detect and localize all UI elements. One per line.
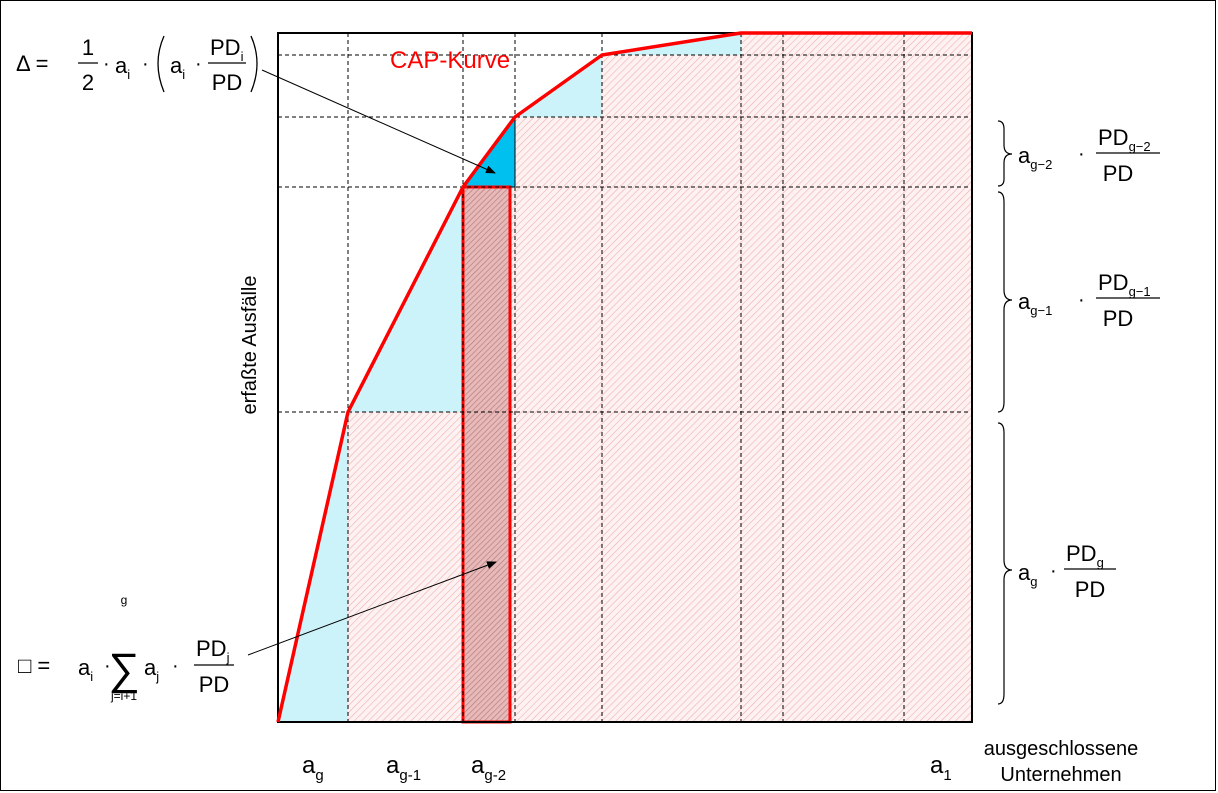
- svg-text:PD: PD: [1103, 306, 1134, 331]
- svg-text:PDg: PDg: [1066, 541, 1104, 570]
- brace-g1: ag−1 · PDg−1 PD: [997, 191, 1160, 413]
- svg-text:PD: PD: [1103, 161, 1134, 186]
- triangle-formula: Δ = 1 2 · ai · ai · PDi PD: [16, 35, 258, 95]
- svg-text:·: ·: [1050, 560, 1057, 582]
- svg-text:aj: aj: [144, 655, 159, 684]
- x-axis-label-line2: Unternehmen: [1000, 764, 1121, 786]
- svg-text:·: ·: [142, 53, 149, 75]
- x-tick-ag1: ag-1: [386, 752, 421, 784]
- triangle-arrow: [261, 69, 496, 174]
- svg-text:ag−1: ag−1: [1018, 289, 1052, 318]
- svg-text:1: 1: [82, 35, 94, 60]
- svg-text:2: 2: [82, 70, 94, 95]
- svg-text:PDj: PDj: [196, 636, 230, 665]
- cap-curve-label: CAP-Kurve: [390, 47, 510, 74]
- svg-text:·: ·: [195, 53, 202, 75]
- svg-text:ag−2: ag−2: [1018, 143, 1052, 172]
- svg-text:·: ·: [104, 655, 111, 677]
- grid-lines: [278, 33, 972, 722]
- svg-text:g: g: [121, 593, 128, 607]
- x-tick-a1: a1: [930, 752, 952, 784]
- brace-g: ag · PDg PD: [997, 422, 1116, 705]
- svg-text:·: ·: [172, 655, 179, 677]
- rectangle-formula: □ = ai · g ∑ j=i+1 aj · PDj PD: [18, 593, 234, 703]
- svg-text:·: ·: [1078, 289, 1085, 311]
- svg-text:PD: PD: [1075, 577, 1106, 602]
- svg-text:ai: ai: [115, 53, 130, 82]
- svg-text:∑: ∑: [108, 645, 139, 694]
- x-axis-label-line1: ausgeschlossene: [984, 738, 1139, 760]
- y-axis-label: erfaßte Ausfälle: [239, 276, 261, 415]
- svg-text:PD: PD: [199, 672, 230, 697]
- plot-box: [277, 32, 973, 723]
- svg-text:·: ·: [103, 53, 110, 75]
- rectangle-arrow: [247, 561, 497, 656]
- svg-text:PDg−1: PDg−1: [1098, 270, 1151, 299]
- cap-curve: [276, 31, 972, 723]
- x-tick-ag: ag: [302, 752, 324, 784]
- brace-g2: ag−2 · PDg−2 PD: [997, 120, 1160, 187]
- svg-text:PD: PD: [212, 70, 243, 95]
- svg-text:ai: ai: [170, 53, 185, 82]
- x-tick-ag2: ag-2: [471, 752, 506, 784]
- svg-text:PDg−2: PDg−2: [1098, 125, 1151, 154]
- svg-text:·: ·: [1078, 143, 1085, 165]
- svg-text:ai: ai: [78, 655, 93, 684]
- svg-text:PDi: PDi: [210, 35, 244, 64]
- svg-text:□ =: □ =: [18, 653, 50, 678]
- svg-text:j=i+1: j=i+1: [110, 689, 137, 703]
- svg-text:Δ =: Δ =: [16, 51, 48, 76]
- highlight-rectangle: [461, 185, 512, 724]
- svg-text:ag: ag: [1018, 560, 1037, 589]
